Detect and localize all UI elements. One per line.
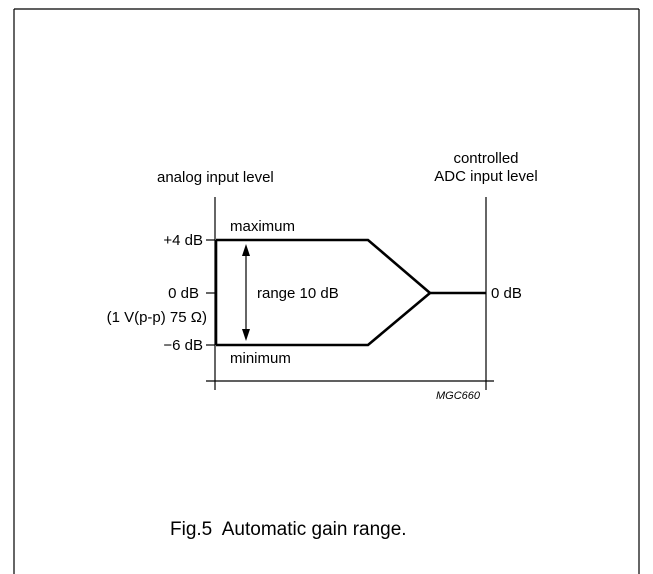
figure-caption: Fig.5 Automatic gain range. (170, 519, 407, 540)
right-axis-title-line2: ADC input level (434, 168, 537, 185)
right-axis-title-line1: controlled (453, 150, 518, 167)
maximum-path (216, 238, 431, 294)
level-0-label: 0 dB (168, 285, 199, 302)
level-0-note: (1 V(p-p) 75 Ω) (107, 309, 207, 326)
maximum-label: maximum (230, 218, 295, 235)
range-arrow-down-head (242, 329, 250, 341)
level-plus4-label: +4 dB (163, 232, 203, 249)
left-axis-title: analog input level (157, 169, 274, 186)
output-level-label: 0 dB (491, 285, 522, 302)
level-minus6-label: −6 dB (163, 337, 203, 354)
range-label: range 10 dB (257, 285, 339, 302)
range-arrow-up-head (242, 244, 250, 256)
figure-code: MGC660 (436, 390, 481, 402)
left-axis-ticks (206, 239, 215, 346)
page-border (13, 8, 640, 574)
minimum-path (216, 292, 431, 347)
range-arrow (242, 244, 250, 341)
minimum-label: minimum (230, 350, 291, 367)
gain-envelope (214, 238, 486, 347)
